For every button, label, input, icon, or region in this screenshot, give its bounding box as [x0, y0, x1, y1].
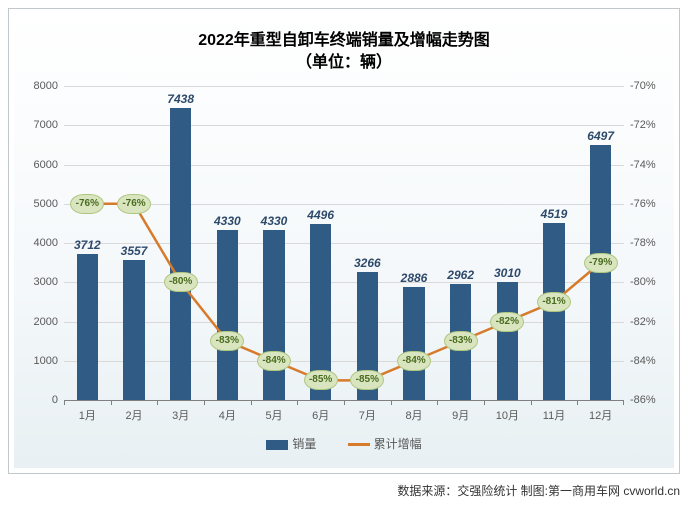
x-tick [297, 400, 298, 405]
x-tick-label: 1月 [79, 407, 96, 423]
chart-frame: 2022年重型自卸车终端销量及增幅走势图 （单位：辆） 010002000300… [8, 8, 680, 474]
line-marker: -84% [257, 351, 291, 371]
chart-subtitle: （单位：辆） [14, 48, 674, 72]
x-tick [111, 400, 112, 405]
x-tick-label: 7月 [359, 407, 376, 423]
line-series [64, 86, 624, 400]
x-tick-label: 5月 [265, 407, 282, 423]
x-tick-label: 10月 [496, 407, 519, 423]
x-tick-label: 9月 [452, 407, 469, 423]
y-left-tick-label: 0 [52, 394, 64, 406]
legend: 销量 累计增幅 [14, 435, 674, 452]
legend-label-bar: 销量 [292, 437, 316, 451]
x-tick-label: 11月 [543, 407, 565, 423]
x-tick [251, 400, 252, 405]
y-left-tick-label: 2000 [34, 316, 64, 328]
line-marker: -85% [350, 370, 384, 390]
y-left-tick-label: 6000 [34, 159, 64, 171]
line-marker: -76% [117, 194, 151, 214]
x-tick-label: 12月 [589, 407, 612, 423]
y-left-tick-label: 4000 [34, 237, 64, 249]
y-right-tick-label: -76% [624, 198, 656, 210]
line-marker: -76% [70, 194, 104, 214]
line-marker: -81% [537, 292, 571, 312]
y-right-tick-label: -80% [624, 276, 656, 288]
x-tick [623, 400, 624, 405]
x-tick-label: 4月 [219, 407, 236, 423]
y-right-tick-label: -82% [624, 316, 656, 328]
y-left-tick-label: 5000 [34, 198, 64, 210]
y-right-tick-label: -86% [624, 394, 656, 406]
line-marker: -80% [164, 272, 198, 292]
data-source: 数据来源：交强险统计 制图:第一商用车网 cvworld.cn [397, 482, 680, 499]
x-tick-label: 8月 [405, 407, 422, 423]
x-tick-label: 2月 [125, 407, 142, 423]
y-right-tick-label: -70% [624, 80, 656, 92]
plot-area: 010002000300040005000600070008000-86%-84… [64, 86, 624, 400]
line-marker: -82% [490, 312, 524, 332]
y-left-tick-label: 7000 [34, 119, 64, 131]
x-tick [391, 400, 392, 405]
line-marker: -85% [304, 370, 338, 390]
y-left-tick-label: 8000 [34, 80, 64, 92]
line-marker: -83% [210, 331, 244, 351]
y-left-tick-label: 3000 [34, 276, 64, 288]
y-right-tick-label: -74% [624, 159, 656, 171]
legend-swatch-line [348, 443, 370, 446]
line-marker: -84% [397, 351, 431, 371]
x-tick-label: 3月 [172, 407, 189, 423]
legend-label-line: 累计增幅 [374, 437, 422, 451]
x-tick [344, 400, 345, 405]
line-marker: -83% [444, 331, 478, 351]
chart-canvas: 2022年重型自卸车终端销量及增幅走势图 （单位：辆） 010002000300… [14, 14, 674, 468]
legend-swatch-bar [266, 440, 288, 450]
line-path [87, 204, 600, 381]
y-right-tick-label: -84% [624, 355, 656, 367]
x-tick [64, 400, 65, 405]
x-tick [157, 400, 158, 405]
y-left-tick-label: 1000 [34, 355, 64, 367]
x-tick [531, 400, 532, 405]
x-tick [484, 400, 485, 405]
line-marker: -79% [584, 253, 618, 273]
x-tick [577, 400, 578, 405]
x-tick [437, 400, 438, 405]
x-tick-label: 6月 [312, 407, 329, 423]
chart-title: 2022年重型自卸车终端销量及增幅走势图 [14, 26, 674, 50]
y-right-tick-label: -72% [624, 119, 656, 131]
y-right-tick-label: -78% [624, 237, 656, 249]
legend-item-bar: 销量 [266, 435, 316, 452]
legend-item-line: 累计增幅 [348, 435, 422, 452]
x-tick [204, 400, 205, 405]
